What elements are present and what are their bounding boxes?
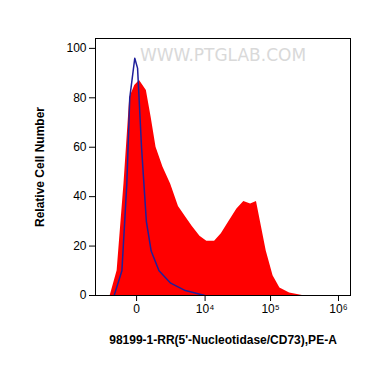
svg-text:20: 20 xyxy=(73,239,87,253)
svg-text:WWW.PTGLAB.COM: WWW.PTGLAB.COM xyxy=(140,45,306,65)
svg-text:98199-1-RR(5'-Nucleotidase/CD7: 98199-1-RR(5'-Nucleotidase/CD73),PE-A xyxy=(109,333,337,347)
svg-text:0: 0 xyxy=(80,288,87,302)
svg-text:Relative Cell Number: Relative Cell Number xyxy=(33,107,47,227)
svg-text:0: 0 xyxy=(133,302,140,316)
svg-text:10⁵: 10⁵ xyxy=(261,302,279,316)
svg-text:10⁴: 10⁴ xyxy=(196,302,215,316)
svg-text:40: 40 xyxy=(73,189,87,203)
svg-text:60: 60 xyxy=(73,140,87,154)
svg-text:80: 80 xyxy=(73,91,87,105)
svg-text:100: 100 xyxy=(66,41,86,55)
svg-text:10⁶: 10⁶ xyxy=(329,302,347,316)
